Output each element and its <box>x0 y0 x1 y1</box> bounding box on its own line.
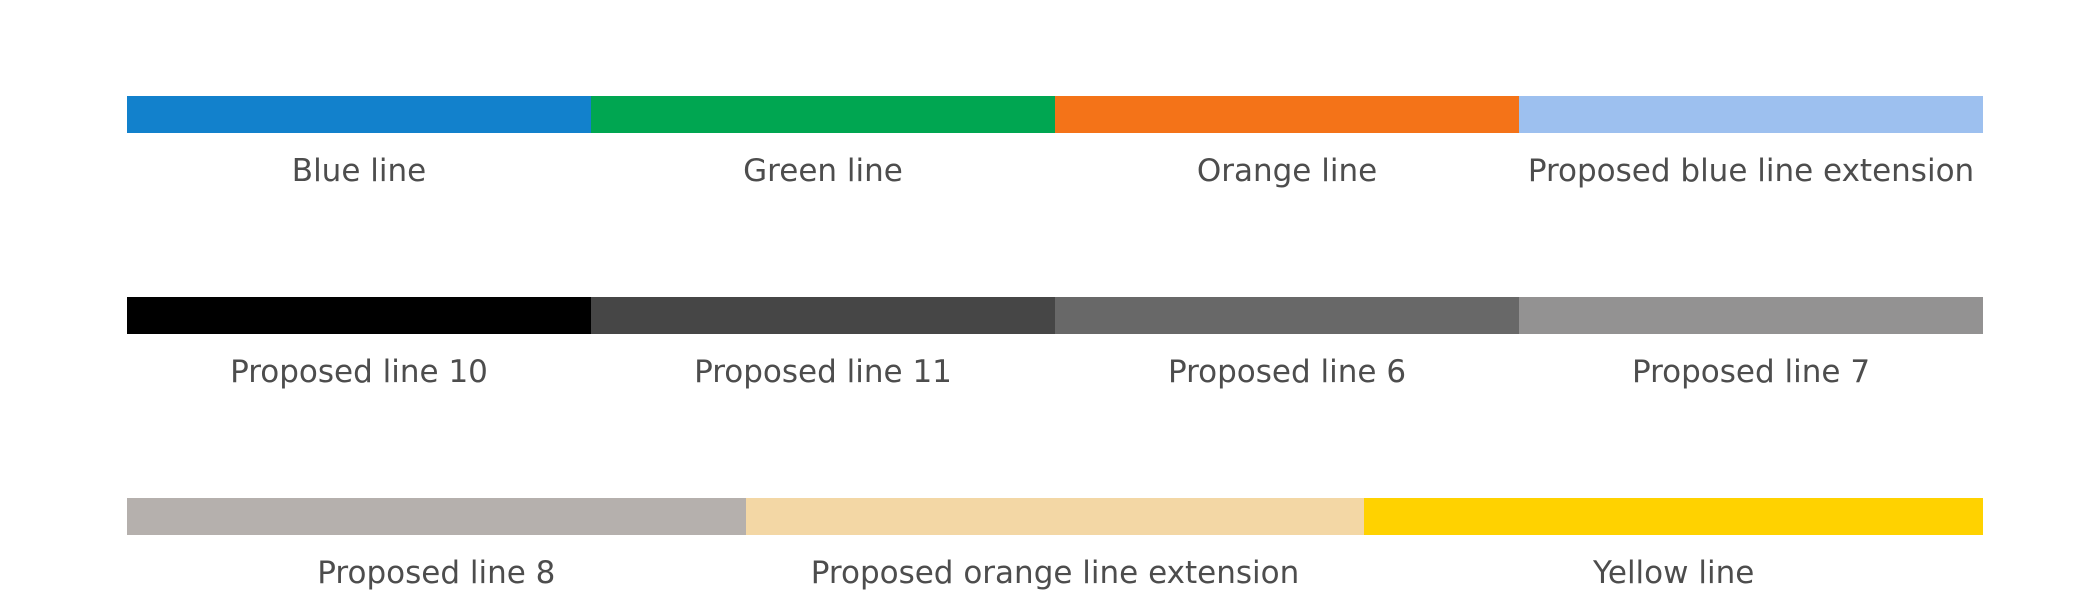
legend-item-proposed-orange-line-extension: Proposed orange line extension <box>745 498 1365 591</box>
legend-row: Proposed line 10 Proposed line 11 Propos… <box>127 297 1983 388</box>
legend-label: Proposed orange line extension <box>810 555 1300 591</box>
legend-item-blue-line: Blue line <box>127 96 591 187</box>
legend-item-proposed-blue-line-extension: Proposed blue line extension <box>1519 96 1983 187</box>
legend-item-orange-line: Orange line <box>1055 96 1519 187</box>
legend-label: Proposed line 11 <box>694 354 952 390</box>
legend-label: Blue line <box>291 153 427 189</box>
legend-label: Yellow line <box>1593 555 1755 591</box>
legend-label: Proposed line 6 <box>1167 354 1407 390</box>
legend-label: Proposed line 10 <box>230 354 488 390</box>
legend-item-proposed-line-11: Proposed line 11 <box>591 297 1055 388</box>
color-swatch <box>591 297 1055 334</box>
color-swatch <box>127 96 591 133</box>
legend-label: Proposed blue line extension <box>1527 153 1975 189</box>
legend-label: Green line <box>743 153 903 189</box>
color-swatch <box>1519 297 1983 334</box>
legend-row: Proposed line 8 Proposed orange line ext… <box>127 498 1984 591</box>
legend-label: Orange line <box>1196 153 1378 189</box>
legend-item-green-line: Green line <box>591 96 1055 187</box>
color-swatch <box>745 498 1365 535</box>
legend-item-proposed-line-6: Proposed line 6 <box>1055 297 1519 388</box>
legend-item-proposed-line-10: Proposed line 10 <box>127 297 591 388</box>
line-legend: Blue line Green line Orange line Propose… <box>127 96 1984 591</box>
color-swatch <box>127 498 746 535</box>
legend-row: Blue line Green line Orange line Propose… <box>127 96 1983 187</box>
legend-label: Proposed line 7 <box>1631 354 1871 390</box>
color-swatch <box>1055 297 1519 334</box>
color-swatch <box>1364 498 1984 535</box>
color-swatch <box>1519 96 1983 133</box>
color-swatch <box>1055 96 1519 133</box>
color-swatch <box>591 96 1055 133</box>
legend-item-proposed-line-7: Proposed line 7 <box>1519 297 1983 388</box>
legend-item-yellow-line: Yellow line <box>1364 498 1984 591</box>
legend-item-proposed-line-8: Proposed line 8 <box>127 498 746 589</box>
color-swatch <box>127 297 591 334</box>
legend-label: Proposed line 8 <box>317 555 556 591</box>
